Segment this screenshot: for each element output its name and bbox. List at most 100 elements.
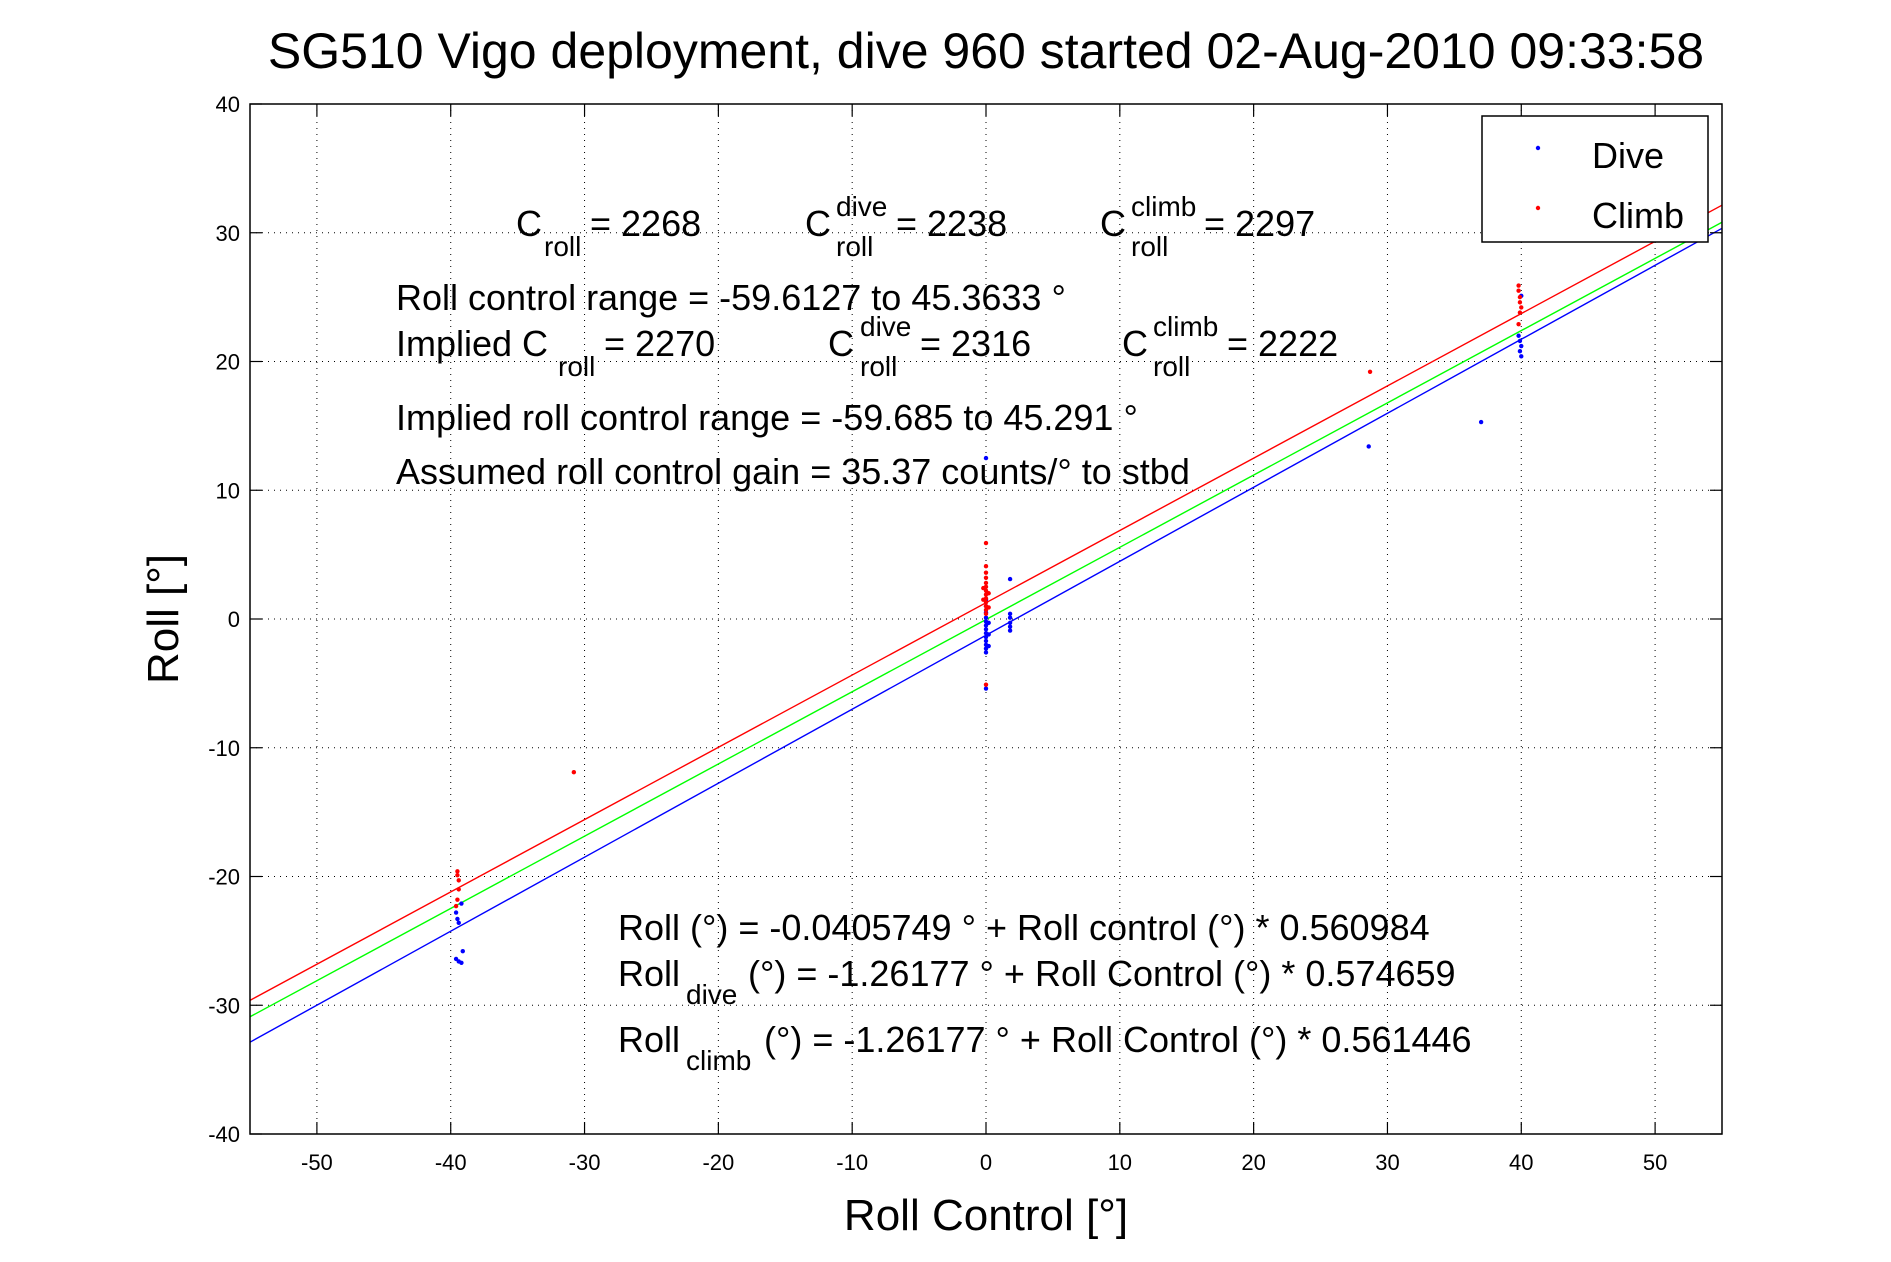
svg-text:Roll: Roll	[618, 953, 680, 994]
point-dive	[983, 638, 989, 644]
fit-all-text: Roll (°) = -0.0405749 ° + Roll control (…	[618, 907, 1430, 948]
implied-c-roll-dive-text: C dive roll = 2316	[828, 311, 1031, 382]
point-dive	[460, 948, 465, 954]
x-tick-label: 0	[980, 1150, 992, 1175]
point-climb	[456, 887, 461, 892]
y-tick-label: -30	[208, 993, 240, 1018]
point-climb	[983, 580, 989, 586]
point-climb	[983, 564, 989, 569]
legend-dive-marker	[1535, 145, 1541, 151]
legend: Dive Climb	[1481, 115, 1709, 243]
point-dive	[459, 901, 464, 906]
svg-text:= 2270: = 2270	[604, 323, 715, 364]
y-tick-label: -20	[208, 865, 240, 890]
x-tick-label: -50	[301, 1150, 333, 1175]
point-climb	[1517, 310, 1523, 315]
point-climb	[983, 575, 989, 580]
svg-text:climb: climb	[1131, 191, 1196, 222]
point-dive	[983, 627, 989, 632]
fit-dive-text: Roll dive (°) = -1.26177 ° + Roll Contro…	[618, 953, 1456, 1010]
point-climb	[981, 597, 986, 602]
point-climb	[456, 878, 461, 883]
fit-climb-text: Roll climb (°) = -1.26177 ° + Roll Contr…	[618, 1019, 1472, 1076]
point-dive	[986, 620, 991, 626]
svg-text:roll: roll	[860, 351, 897, 382]
point-dive	[1519, 343, 1524, 349]
point-climb	[455, 873, 460, 878]
point-climb	[455, 897, 460, 902]
x-tick-label: -10	[836, 1150, 868, 1175]
svg-text:roll: roll	[544, 231, 581, 262]
point-climb	[986, 605, 991, 610]
point-climb	[453, 903, 459, 909]
x-tick-label: 40	[1509, 1150, 1533, 1175]
point-dive	[1517, 349, 1523, 354]
point-dive	[1007, 576, 1013, 582]
point-dive	[1516, 333, 1521, 338]
y-tick-label: 20	[216, 350, 240, 375]
point-climb	[983, 570, 989, 575]
y-tick-label: 30	[216, 221, 240, 246]
legend-box	[1481, 115, 1709, 243]
point-climb	[1367, 369, 1373, 374]
x-tick-label: -30	[569, 1150, 601, 1175]
point-dive	[983, 686, 989, 691]
gain-text: Assumed roll control gain = 35.37 counts…	[396, 451, 1190, 492]
point-climb	[983, 611, 989, 617]
point-climb	[1517, 300, 1523, 305]
svg-text:dive: dive	[860, 311, 911, 342]
point-climb	[1517, 294, 1523, 300]
point-dive	[1007, 615, 1013, 620]
svg-text:C: C	[1122, 323, 1148, 364]
point-dive	[986, 643, 991, 649]
c-roll-climb-text: C climb roll = 2297	[1100, 191, 1315, 262]
point-climb	[1519, 305, 1524, 310]
svg-text:roll: roll	[558, 351, 595, 382]
point-climb	[983, 540, 989, 546]
svg-text:(°) = -1.26177 ° + Roll Contro: (°) = -1.26177 ° + Roll Control (°) * 0.…	[764, 1019, 1472, 1060]
svg-text:Implied C: Implied C	[396, 323, 548, 364]
point-dive	[1007, 620, 1013, 626]
svg-text:= 2297: = 2297	[1204, 203, 1315, 244]
svg-text:= 2268: = 2268	[590, 203, 701, 244]
point-dive	[1007, 624, 1013, 629]
point-dive	[456, 920, 461, 926]
svg-text:(°) = -1.26177 ° + Roll Contro: (°) = -1.26177 ° + Roll Control (°) * 0.…	[748, 953, 1456, 994]
point-dive	[983, 650, 989, 655]
svg-text:= 2222: = 2222	[1227, 323, 1338, 364]
y-axis-ticks: -40 -30 -20 -10 0 10 20 30 40	[208, 92, 1722, 1147]
point-dive	[1007, 611, 1013, 617]
data-points	[453, 283, 1524, 965]
svg-text:= 2238: = 2238	[896, 203, 1007, 244]
svg-text:C: C	[1100, 203, 1126, 244]
svg-text:C: C	[828, 323, 854, 364]
point-dive	[453, 910, 459, 915]
point-climb	[1516, 283, 1521, 288]
point-climb	[1516, 288, 1521, 293]
c-roll-dive-text: C dive roll = 2238	[805, 191, 1007, 262]
point-dive	[1478, 419, 1484, 425]
point-dive	[1519, 354, 1524, 359]
y-tick-label: -10	[208, 736, 240, 761]
y-tick-label: 0	[228, 607, 240, 632]
grid	[250, 103, 1722, 1135]
x-axis-label: Roll Control [°]	[844, 1191, 1128, 1240]
point-dive	[1517, 338, 1523, 344]
chart-title: SG510 Vigo deployment, dive 960 started …	[268, 23, 1704, 79]
point-climb	[455, 869, 460, 874]
y-tick-label: 10	[216, 478, 240, 503]
implied-c-roll-climb-text: C climb roll = 2222	[1122, 311, 1338, 382]
point-climb	[1516, 321, 1521, 327]
point-dive	[1007, 628, 1013, 633]
x-axis-ticks: -50 -40 -30 -20 -10 0 10 20 30 40 50	[301, 104, 1667, 1175]
y-tick-label: 40	[216, 92, 240, 117]
x-tick-label: -40	[435, 1150, 467, 1175]
svg-text:dive: dive	[686, 979, 737, 1010]
point-climb	[571, 770, 577, 775]
svg-text:roll: roll	[1153, 351, 1190, 382]
x-tick-label: 20	[1241, 1150, 1265, 1175]
x-tick-label: 50	[1643, 1150, 1667, 1175]
svg-text:climb: climb	[1153, 311, 1218, 342]
legend-dive-label: Dive	[1592, 135, 1664, 176]
